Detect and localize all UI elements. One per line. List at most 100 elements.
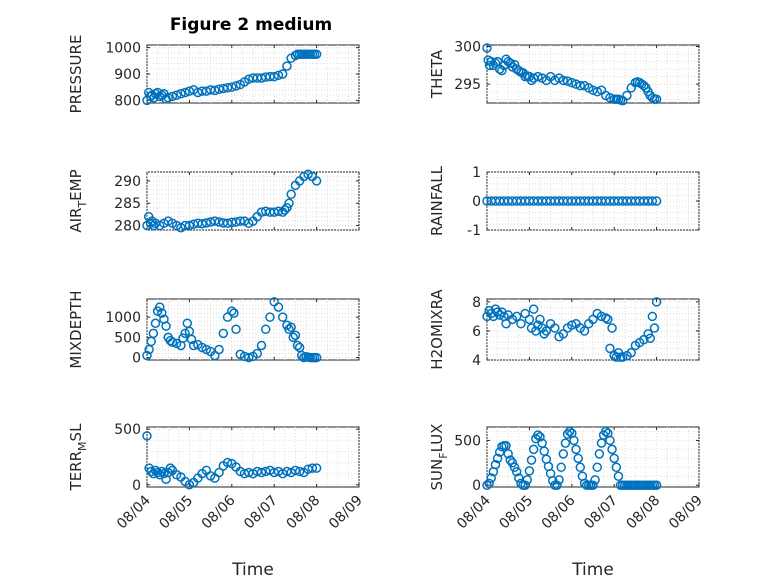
data-point (611, 462, 622, 473)
rainfall-series (482, 196, 662, 206)
data-point (297, 350, 307, 361)
data-point (154, 302, 165, 312)
figure-title: Figure 2 medium (170, 15, 332, 35)
y-tick-label: 500 (114, 422, 141, 438)
data-point (511, 311, 522, 322)
sun_flux-y-axis-label: SUNFLUX (428, 424, 450, 491)
y-tick-label: 290 (114, 174, 141, 190)
data-point (528, 304, 539, 314)
data-point (609, 453, 619, 464)
data-point (567, 320, 577, 330)
data-point (520, 480, 530, 490)
data-point (201, 218, 212, 228)
x-tick-label: 08/07 (581, 493, 621, 533)
y-tick-label: 0 (472, 478, 481, 494)
rainfall-y-axis-label: RAINFALL (428, 165, 446, 236)
data-point (210, 216, 220, 226)
data-point (558, 449, 569, 459)
data-point (284, 324, 294, 335)
data-point (150, 318, 161, 328)
data-point (541, 326, 552, 336)
y-tick-label: 0 (132, 478, 141, 494)
data-point (651, 480, 662, 490)
data-point (484, 478, 494, 489)
data-point (592, 462, 602, 473)
subplot-air_temp: 280 285 290 AIRTEMP (67, 169, 360, 235)
data-point (197, 219, 207, 229)
x-tick-label: 08/05 (156, 493, 196, 533)
data-point (554, 475, 564, 485)
x-tick-label: 08/09 (666, 493, 706, 533)
sun_flux-x-axis-label: Time (571, 560, 614, 580)
data-point (600, 426, 611, 437)
data-point (282, 61, 292, 71)
data-point (280, 205, 290, 215)
data-point (171, 90, 182, 100)
data-point (575, 462, 586, 473)
data-point (269, 71, 279, 82)
y-tick-label: 295 (454, 77, 481, 93)
data-point (235, 216, 246, 226)
y-tick-label: 900 (114, 67, 141, 83)
data-point (564, 426, 575, 437)
data-point (231, 81, 241, 91)
data-point (533, 71, 543, 82)
data-point (273, 206, 284, 217)
data-point (152, 467, 163, 478)
sun_flux-grid (486, 427, 700, 487)
data-point (605, 343, 615, 354)
data-point (222, 82, 233, 93)
data-point (218, 328, 229, 339)
y-tick-label: 300 (454, 40, 481, 56)
pressure-y-axis-label: PRESSURE (67, 35, 85, 114)
data-point (647, 196, 658, 206)
data-point (560, 438, 571, 448)
data-point (645, 333, 655, 343)
data-point (617, 352, 628, 362)
data-point (651, 297, 662, 307)
data-point (157, 466, 167, 477)
data-point (562, 76, 573, 86)
data-point (146, 466, 156, 477)
data-point (494, 447, 505, 457)
x-tick-label: 08/06 (199, 492, 239, 532)
data-point (311, 176, 322, 186)
data-point (607, 323, 617, 333)
data-point (294, 466, 305, 477)
x-tick-label: 08/08 (624, 493, 664, 533)
data-point (509, 462, 520, 473)
subplot-mixdepth: 0 500 1000 MIXDEPTH (67, 290, 360, 369)
y-tick-label: 500 (454, 433, 481, 449)
sun_flux-series (482, 426, 662, 490)
y-tick-label: 1000 (105, 41, 141, 57)
terr_msl-series (142, 431, 322, 490)
data-point (290, 330, 301, 341)
data-point (286, 189, 296, 200)
data-point (579, 326, 590, 336)
data-point (603, 314, 613, 325)
data-point (647, 92, 658, 103)
y-tick-label: 500 (114, 330, 141, 346)
data-point (148, 328, 159, 339)
data-point (590, 475, 600, 485)
mixdepth-y-axis-label: MIXDEPTH (67, 290, 85, 368)
data-point (562, 429, 573, 439)
data-point (516, 318, 526, 329)
x-tick-label: 08/05 (496, 493, 536, 533)
terr_msl-y-axis-label: TERRMSL (67, 423, 89, 492)
data-point (161, 474, 171, 484)
data-point (492, 453, 503, 464)
data-point (311, 463, 322, 473)
data-point (288, 332, 299, 343)
data-point (649, 323, 660, 333)
data-point (505, 455, 516, 465)
data-point (286, 322, 296, 333)
mixdepth-grid (146, 299, 360, 360)
data-point (214, 467, 224, 478)
data-point (307, 463, 318, 473)
data-point (651, 94, 662, 104)
y-tick-label: 1 (472, 165, 481, 181)
rainfall-grid (486, 171, 700, 231)
data-point (626, 347, 636, 358)
data-point (161, 321, 171, 331)
